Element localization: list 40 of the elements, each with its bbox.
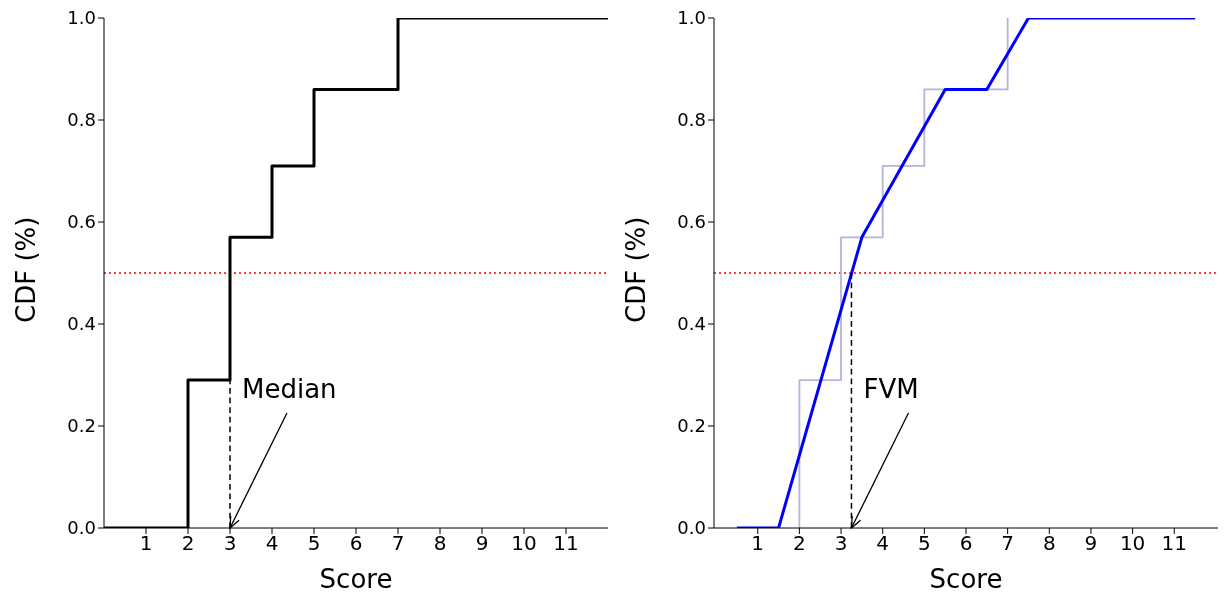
y-tick-label: 0.4 bbox=[677, 313, 706, 335]
y-tick-label: 0.8 bbox=[67, 109, 96, 131]
x-tick-label: 4 bbox=[876, 531, 890, 556]
x-tick-label: 7 bbox=[1001, 531, 1015, 556]
x-tick-label: 3 bbox=[834, 531, 848, 556]
x-axis-title: Score bbox=[319, 564, 393, 594]
x-tick-label: 9 bbox=[1084, 531, 1098, 556]
x-tick-label: 1 bbox=[751, 531, 765, 556]
x-tick-label: 10 bbox=[511, 531, 537, 556]
x-tick-label: 1 bbox=[139, 531, 153, 556]
x-tick-label: 9 bbox=[475, 531, 489, 556]
y-tick-label: 0.2 bbox=[677, 415, 706, 437]
annotation: Median bbox=[242, 374, 337, 404]
x-tick-label: 8 bbox=[1042, 531, 1056, 556]
x-tick-label: 2 bbox=[181, 531, 195, 556]
y-tick-label: 0.8 bbox=[677, 109, 706, 131]
x-tick-label: 6 bbox=[349, 531, 363, 556]
x-axis-title: Score bbox=[929, 564, 1003, 594]
y-axis-title: CDF (%) bbox=[11, 216, 42, 323]
x-tick-label: 11 bbox=[1161, 531, 1187, 556]
y-tick-label: 0.0 bbox=[67, 517, 96, 539]
x-tick-label: 7 bbox=[391, 531, 405, 556]
x-tick-label: 10 bbox=[1119, 531, 1146, 556]
x-tick-label: 8 bbox=[433, 531, 447, 556]
x-tick-label: 2 bbox=[793, 531, 806, 556]
y-tick-label: 0.0 bbox=[677, 517, 706, 539]
y-axis-title: CDF (%) bbox=[621, 216, 652, 323]
x-tick-label: 3 bbox=[223, 531, 237, 556]
x-tick-label: 5 bbox=[307, 531, 321, 556]
annotation: FVM bbox=[863, 374, 919, 404]
y-tick-label: 0.4 bbox=[67, 313, 96, 335]
x-tick-label: 11 bbox=[553, 531, 579, 556]
y-tick-label: 0.6 bbox=[67, 211, 96, 233]
y-tick-label: 1.0 bbox=[677, 7, 706, 29]
y-tick-label: 0.6 bbox=[677, 211, 706, 233]
x-tick-label: 4 bbox=[265, 531, 279, 556]
y-tick-label: 1.0 bbox=[67, 7, 96, 29]
x-tick-label: 6 bbox=[959, 531, 973, 556]
x-tick-label: 5 bbox=[917, 531, 931, 556]
y-tick-label: 0.2 bbox=[67, 415, 96, 437]
